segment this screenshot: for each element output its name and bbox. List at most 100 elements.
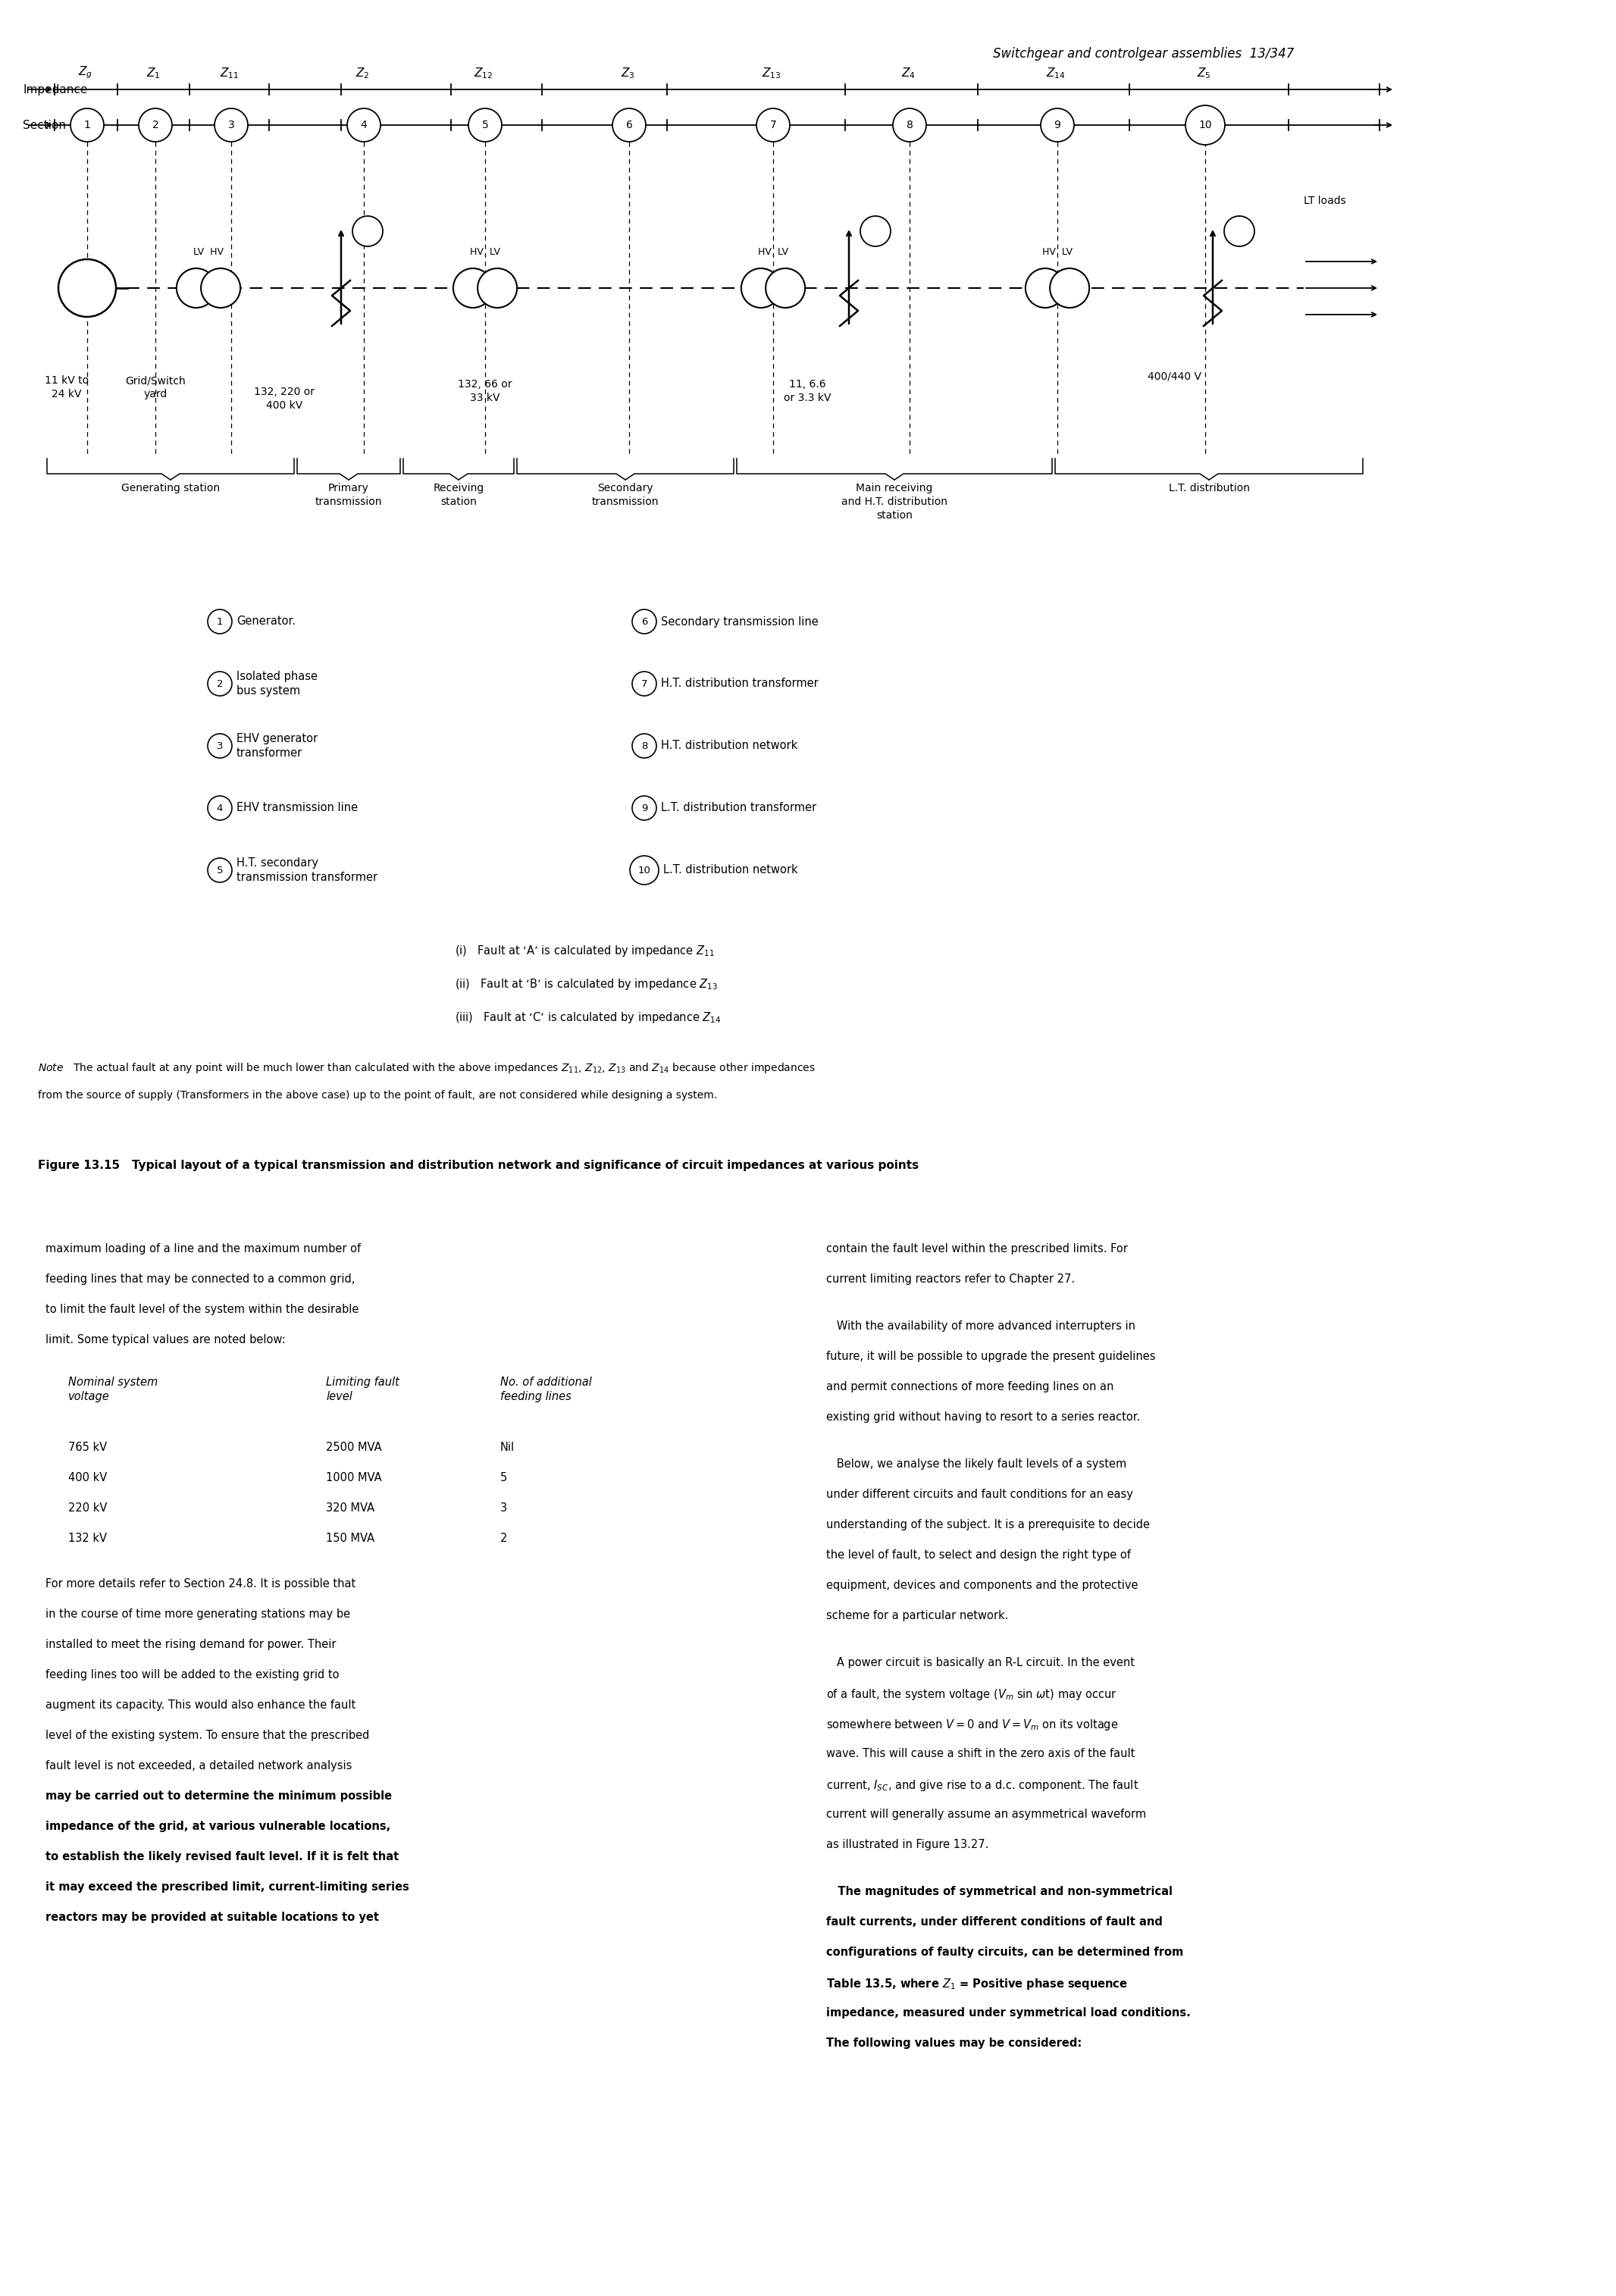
Text: 3: 3	[228, 119, 234, 131]
Text: Nil: Nil	[501, 1442, 516, 1453]
Text: somewhere between $V = 0$ and $V = V_m$ on its voltage: somewhere between $V = 0$ and $V = V_m$ …	[826, 1717, 1118, 1731]
Text: 1000 MVA: 1000 MVA	[326, 1472, 381, 1483]
Circle shape	[612, 108, 646, 142]
Circle shape	[208, 673, 233, 696]
Circle shape	[352, 216, 383, 246]
Circle shape	[1050, 269, 1089, 308]
Text: impedance of the grid, at various vulnerable locations,: impedance of the grid, at various vulner…	[45, 1821, 391, 1832]
Circle shape	[1225, 216, 1254, 246]
Circle shape	[766, 269, 805, 308]
Circle shape	[208, 608, 233, 634]
Text: Main receiving
and H.T. distribution
station: Main receiving and H.T. distribution sta…	[842, 482, 947, 521]
Text: EHV generator
transformer: EHV generator transformer	[236, 732, 318, 758]
Text: $Z_5$: $Z_5$	[1196, 67, 1210, 80]
Text: fault level is not exceeded, a detailed network analysis: fault level is not exceeded, a detailed …	[45, 1761, 352, 1773]
Text: H.T. secondary
transmission transformer: H.T. secondary transmission transformer	[236, 856, 378, 884]
Text: current will generally assume an asymmetrical waveform: current will generally assume an asymmet…	[826, 1809, 1146, 1821]
Text: 3: 3	[501, 1502, 507, 1513]
Text: existing grid without having to resort to a series reactor.: existing grid without having to resort t…	[826, 1412, 1141, 1424]
Text: 2: 2	[217, 680, 223, 689]
Text: Generating station: Generating station	[121, 482, 220, 494]
Text: Secondary
transmission: Secondary transmission	[591, 482, 659, 507]
Text: feeding lines too will be added to the existing grid to: feeding lines too will be added to the e…	[45, 1669, 339, 1681]
Text: Isolated phase
bus system: Isolated phase bus system	[236, 670, 318, 696]
Text: understanding of the subject. It is a prerequisite to decide: understanding of the subject. It is a pr…	[826, 1520, 1151, 1531]
Text: HV  LV: HV LV	[1042, 246, 1073, 257]
Text: For more details refer to Section 24.8. It is possible that: For more details refer to Section 24.8. …	[45, 1577, 356, 1589]
Text: may be carried out to determine the minimum possible: may be carried out to determine the mini…	[45, 1791, 393, 1802]
Text: Limiting fault
level: Limiting fault level	[326, 1378, 399, 1403]
Text: 320 MVA: 320 MVA	[326, 1502, 375, 1513]
Text: 8: 8	[907, 119, 913, 131]
Circle shape	[208, 797, 233, 820]
Text: fault currents, under different conditions of fault and: fault currents, under different conditio…	[826, 1917, 1162, 1929]
Text: A power circuit is basically an R-L circuit. In the event: A power circuit is basically an R-L circ…	[826, 1658, 1134, 1669]
Text: current, $I_{SC}$, and give rise to a d.c. component. The fault: current, $I_{SC}$, and give rise to a d.…	[826, 1779, 1139, 1793]
Text: $Z_2$: $Z_2$	[356, 67, 370, 80]
Text: The following values may be considered:: The following values may be considered:	[826, 2037, 1081, 2048]
Text: 10: 10	[638, 866, 651, 875]
Text: Receiving
station: Receiving station	[433, 482, 485, 507]
Text: 6: 6	[625, 119, 632, 131]
Text: $Z_1$: $Z_1$	[145, 67, 160, 80]
Text: 11 kV to
24 kV: 11 kV to 24 kV	[45, 374, 89, 400]
Circle shape	[347, 108, 380, 142]
Circle shape	[1186, 106, 1225, 145]
Text: B: B	[871, 225, 879, 236]
Text: contain the fault level within the prescribed limits. For: contain the fault level within the presc…	[826, 1242, 1128, 1254]
Text: (ii)   Fault at ‘B’ is calculated by impedance $Z_{13}$: (ii) Fault at ‘B’ is calculated by imped…	[454, 978, 718, 992]
Text: maximum loading of a line and the maximum number of: maximum loading of a line and the maximu…	[45, 1242, 360, 1254]
Text: scheme for a particular network.: scheme for a particular network.	[826, 1609, 1008, 1621]
Text: 9: 9	[642, 804, 648, 813]
Text: 8: 8	[642, 742, 648, 751]
Text: augment its capacity. This would also enhance the fault: augment its capacity. This would also en…	[45, 1699, 356, 1711]
Circle shape	[1026, 269, 1065, 308]
Text: L.T. distribution network: L.T. distribution network	[663, 866, 798, 875]
Text: 400 kV: 400 kV	[68, 1472, 107, 1483]
Text: 220 kV: 220 kV	[68, 1502, 107, 1513]
Text: Impedance: Impedance	[23, 83, 87, 94]
Circle shape	[894, 108, 926, 142]
Text: 5: 5	[501, 1472, 507, 1483]
Text: 6: 6	[642, 618, 648, 627]
Text: $Z_{12}$: $Z_{12}$	[473, 67, 493, 80]
Circle shape	[632, 735, 656, 758]
Circle shape	[200, 269, 241, 308]
Text: 2500 MVA: 2500 MVA	[326, 1442, 381, 1453]
Circle shape	[452, 269, 493, 308]
Text: Table 13.5, where $Z_1$ = Positive phase sequence: Table 13.5, where $Z_1$ = Positive phase…	[826, 1977, 1128, 1991]
Text: Primary
transmission: Primary transmission	[315, 482, 383, 507]
Circle shape	[208, 859, 233, 882]
Text: installed to meet the rising demand for power. Their: installed to meet the rising demand for …	[45, 1639, 336, 1651]
Text: L.T. distribution: L.T. distribution	[1168, 482, 1249, 494]
Text: to limit the fault level of the system within the desirable: to limit the fault level of the system w…	[45, 1304, 359, 1316]
Text: Secondary transmission line: Secondary transmission line	[661, 615, 818, 627]
Text: Nominal system
voltage: Nominal system voltage	[68, 1378, 158, 1403]
Text: limit. Some typical values are noted below:: limit. Some typical values are noted bel…	[45, 1334, 286, 1345]
Text: 10: 10	[1199, 119, 1212, 131]
Text: $\it{Note}$   The actual fault at any point will be much lower than calculated w: $\it{Note}$ The actual fault at any poin…	[37, 1061, 816, 1075]
Text: reactors may be provided at suitable locations to yet: reactors may be provided at suitable loc…	[45, 1913, 380, 1924]
Text: configurations of faulty circuits, can be determined from: configurations of faulty circuits, can b…	[826, 1947, 1183, 1958]
Text: wave. This will cause a shift in the zero axis of the fault: wave. This will cause a shift in the zer…	[826, 1747, 1134, 1759]
Text: to establish the likely revised fault level. If it is felt that: to establish the likely revised fault le…	[45, 1851, 399, 1862]
Text: Generator.: Generator.	[236, 615, 296, 627]
Circle shape	[632, 608, 656, 634]
Text: $Z_{13}$: $Z_{13}$	[763, 67, 781, 80]
Circle shape	[469, 108, 503, 142]
Text: HV  LV: HV LV	[470, 246, 501, 257]
Circle shape	[208, 735, 233, 758]
Text: G: G	[81, 280, 92, 294]
Text: L.T. distribution transformer: L.T. distribution transformer	[661, 801, 816, 813]
Text: $Z_4$: $Z_4$	[900, 67, 915, 80]
Text: 4: 4	[360, 119, 367, 131]
Circle shape	[176, 269, 217, 308]
Text: feeding lines that may be connected to a common grid,: feeding lines that may be connected to a…	[45, 1274, 356, 1286]
Text: $Z_{14}$: $Z_{14}$	[1046, 67, 1065, 80]
Text: 4: 4	[217, 804, 223, 813]
Text: of a fault, the system voltage ($V_m$ sin $\omega$t) may occur: of a fault, the system voltage ($V_m$ si…	[826, 1688, 1117, 1701]
Text: LV  HV: LV HV	[194, 246, 223, 257]
Circle shape	[742, 269, 781, 308]
Text: C: C	[1235, 225, 1243, 236]
Text: 9: 9	[1054, 119, 1060, 131]
